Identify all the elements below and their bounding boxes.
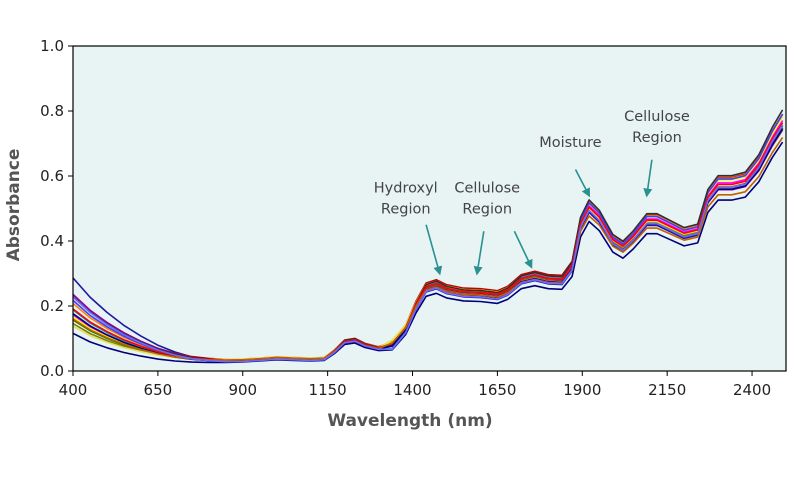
x-tick-label: 1650 — [478, 381, 516, 399]
annotation-label: Cellulose — [454, 180, 520, 196]
annotation-label: Region — [632, 130, 682, 146]
y-axis-title: Absorbance — [4, 149, 24, 262]
y-tick-label: 0.6 — [40, 167, 64, 185]
y-tick-label: 0.2 — [40, 297, 64, 315]
annotation-arrow — [643, 159, 653, 198]
annotation-label: Cellulose — [624, 109, 690, 125]
plot-area — [73, 46, 786, 371]
spectrum-line-17 — [73, 136, 784, 362]
annotation-label: Region — [462, 201, 512, 217]
y-tick-label: 0.4 — [40, 232, 64, 250]
y-tick-label: 0.8 — [40, 102, 64, 120]
x-tick-label: 900 — [228, 381, 257, 399]
x-axis: 400 650 900 1150 1400 1650 1900 2150 2400 — [59, 371, 771, 399]
x-tick-label: 400 — [59, 381, 88, 399]
x-tick-label: 1150 — [309, 381, 347, 399]
annotation-arrow — [425, 224, 443, 276]
annotation-label: Region — [381, 201, 431, 217]
y-axis: 0.0 0.2 0.4 0.6 0.8 1.0 — [40, 37, 73, 380]
x-tick-label: 1400 — [393, 381, 431, 399]
annotation-arrow — [473, 231, 485, 276]
plot-frame — [72, 45, 787, 372]
x-tick-label: 650 — [144, 381, 173, 399]
annotation-arrow — [574, 169, 591, 198]
x-tick-label: 1900 — [563, 381, 601, 399]
x-tick-label: 2150 — [648, 381, 686, 399]
x-axis-title: Wavelength (nm) — [327, 411, 492, 431]
y-tick-label: 0.0 — [40, 362, 64, 380]
annotation-label: Hydroxyl — [374, 180, 438, 196]
spectrum-line-18 — [73, 124, 784, 363]
annotations: Hydroxyl Region Cellulose Region Moisture Cel… — [374, 109, 690, 276]
annotation-label: Moisture — [539, 135, 601, 151]
y-tick-label: 1.0 — [40, 37, 64, 55]
spectra-lines — [73, 109, 784, 364]
spectrum-line-2 — [73, 141, 784, 364]
x-tick-label: 2400 — [733, 381, 771, 399]
annotation-arrow — [513, 230, 533, 269]
